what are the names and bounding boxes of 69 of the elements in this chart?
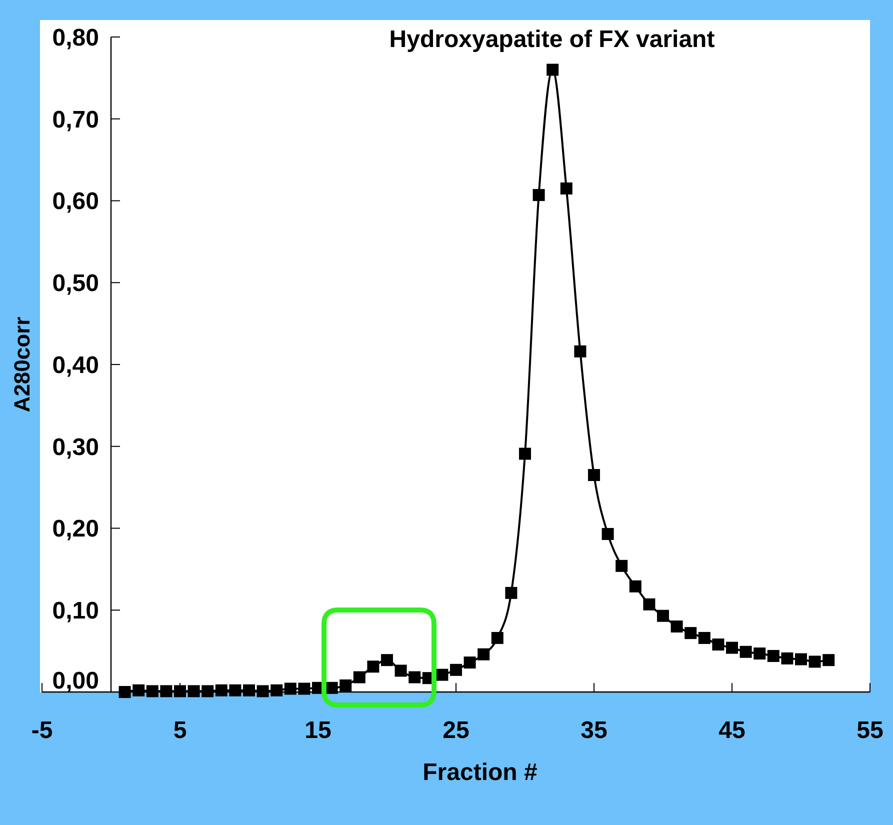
point	[767, 650, 780, 662]
point	[629, 580, 642, 592]
y-tick-label: 0,70	[52, 106, 99, 134]
point	[781, 652, 794, 664]
point	[643, 598, 656, 610]
point	[243, 684, 255, 696]
point	[726, 642, 738, 654]
point	[160, 685, 172, 698]
point	[602, 528, 614, 540]
y-tick-label: 0,40	[52, 352, 99, 379]
point	[754, 648, 766, 660]
point	[657, 610, 669, 622]
y-tick-label: 0,20	[52, 516, 99, 543]
point	[298, 682, 310, 695]
x-tick-label: 25	[442, 717, 470, 744]
x-tick-label: 5	[173, 717, 187, 744]
point	[394, 664, 407, 677]
point	[670, 620, 683, 632]
y-tick-label: 0,50	[52, 270, 99, 298]
point	[215, 684, 228, 696]
point	[326, 682, 338, 694]
point	[532, 189, 545, 202]
point	[381, 654, 393, 666]
point	[118, 686, 131, 698]
point	[146, 685, 158, 698]
chart-title: Hydroxyapatite of FX variant	[389, 26, 715, 53]
x-tick-label: 15	[304, 717, 332, 744]
point	[174, 685, 186, 698]
point	[795, 653, 807, 666]
point	[450, 664, 462, 676]
y-tick-label: 0,80	[52, 24, 99, 52]
point	[491, 632, 504, 644]
y-tick-label: 0,30	[52, 434, 99, 461]
x-axis-title: Fraction #	[422, 759, 538, 786]
point	[367, 660, 380, 673]
point	[188, 685, 200, 698]
point	[202, 685, 214, 698]
x-tick-label: -5	[31, 717, 53, 744]
point	[256, 685, 269, 698]
x-tick-label: 35	[580, 717, 608, 744]
point	[808, 656, 821, 668]
point	[229, 684, 242, 696]
point	[574, 345, 586, 358]
point	[270, 684, 283, 696]
y-tick-label: 0,10	[52, 598, 99, 625]
point	[353, 671, 366, 684]
point	[464, 656, 476, 669]
point	[340, 679, 352, 692]
point	[712, 638, 724, 651]
y-tick-label: 0,60	[52, 188, 99, 216]
point	[546, 64, 559, 76]
point	[698, 632, 710, 644]
point	[436, 668, 448, 681]
point	[519, 448, 531, 460]
point	[560, 182, 572, 194]
x-tick-label: 45	[718, 717, 746, 744]
point	[478, 648, 490, 660]
x-tick-label: 55	[856, 717, 884, 744]
point	[684, 627, 697, 640]
point	[740, 646, 752, 658]
point	[588, 469, 600, 482]
point	[408, 671, 421, 684]
point	[132, 684, 145, 696]
y-axis-title: A280corr	[10, 316, 35, 412]
point	[284, 682, 296, 695]
point	[822, 654, 835, 666]
y-tick-label: 0,00	[52, 667, 99, 694]
point	[616, 560, 628, 572]
point	[505, 586, 518, 599]
